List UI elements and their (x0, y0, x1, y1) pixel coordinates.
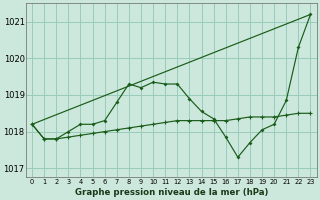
X-axis label: Graphe pression niveau de la mer (hPa): Graphe pression niveau de la mer (hPa) (75, 188, 268, 197)
